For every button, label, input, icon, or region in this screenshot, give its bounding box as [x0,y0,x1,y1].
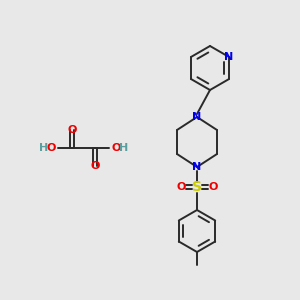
Text: O: O [176,182,186,192]
Text: O: O [90,161,100,171]
Text: O: O [46,143,56,153]
Text: S: S [192,180,202,194]
Text: H: H [119,143,128,153]
Text: N: N [192,112,202,122]
Text: N: N [192,162,202,172]
Text: O: O [111,143,120,153]
Text: O: O [208,182,218,192]
Text: N: N [224,52,234,62]
Text: O: O [67,125,77,135]
Text: H: H [39,143,48,153]
